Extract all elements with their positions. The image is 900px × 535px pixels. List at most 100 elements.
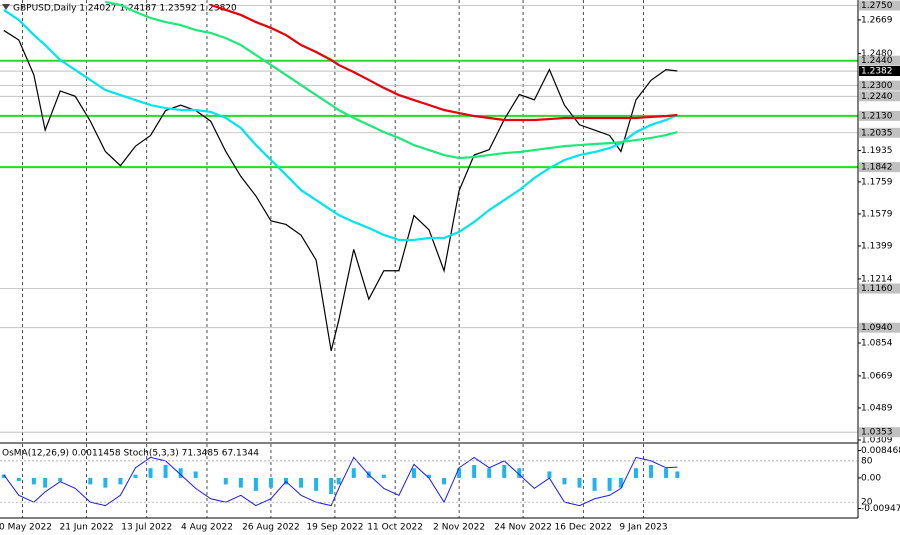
y-tick-label: 1.0489 <box>861 403 893 413</box>
osma-bar <box>351 468 356 478</box>
osma-bar <box>58 477 63 482</box>
osma-bar <box>238 477 243 488</box>
osma-bar <box>381 474 386 478</box>
osma-bar <box>442 477 447 485</box>
x-tick-label: 24 Nov 2022 <box>494 523 552 533</box>
level-label: 1.2750 <box>861 1 893 11</box>
osma-bar <box>675 471 680 478</box>
osma-bar <box>223 477 228 485</box>
symbol-icon <box>2 4 10 10</box>
y-tick-label: 1.0854 <box>861 338 893 348</box>
chart-title: GBPUSD,Daily 1.24027 1.24187 1.23592 1.2… <box>13 4 237 14</box>
x-tick-label: 11 Oct 2022 <box>367 523 423 533</box>
x-tick-label: 30 May 2022 <box>0 523 52 533</box>
oscillator-title: OsMA(12,26,9) 0.0011458 Stoch(5,3,3) 71.… <box>2 449 259 459</box>
osma-bar <box>31 477 36 485</box>
osma-bar <box>577 477 582 488</box>
osma-bar <box>607 477 612 491</box>
osma-bar <box>457 468 462 478</box>
level-label: 1.2240 <box>861 92 893 102</box>
y-tick-label: 1.2669 <box>861 15 893 25</box>
x-tick-label: 19 Sep 2022 <box>306 523 363 533</box>
osma-bar <box>299 477 304 488</box>
y-tick-label: 1.1579 <box>861 209 893 219</box>
x-tick-label: 13 Jul 2022 <box>121 523 172 533</box>
osma-bar <box>562 477 567 485</box>
level-box <box>859 162 900 173</box>
x-tick-label: 26 Aug 2022 <box>242 523 300 533</box>
osma-bar <box>336 477 341 485</box>
y-tick-label: 1.0309 <box>861 436 893 446</box>
osma-bar <box>547 471 552 478</box>
x-tick-label: 16 Dec 2022 <box>555 523 613 533</box>
y-tick-label: 0.00 <box>861 473 881 483</box>
y-tick-label: 0.0084682 <box>861 446 900 456</box>
osma-bar <box>329 477 334 495</box>
y2-tick-label: 20 <box>861 498 873 508</box>
osma-bar <box>411 468 416 478</box>
level-box <box>859 322 900 333</box>
level-label: 1.1842 <box>861 163 893 173</box>
x-tick-label: 9 Jan 2023 <box>619 523 667 533</box>
y-tick-label: 1.1935 <box>861 146 893 156</box>
y-tick-label: 1.1214 <box>861 274 893 284</box>
level-box <box>859 110 900 121</box>
osma-bar <box>103 477 108 488</box>
level-label: 1.0353 <box>861 428 893 438</box>
x-tick-label: 2 Nov 2022 <box>433 523 485 533</box>
osma-bar <box>517 468 522 478</box>
y-tick-label: 1.1399 <box>861 241 893 251</box>
price-line <box>3 29 678 351</box>
osma-bar <box>618 477 623 488</box>
osma-bar <box>163 464 168 478</box>
osma-bar <box>664 468 669 478</box>
last-price-box <box>859 66 900 77</box>
osma-bar <box>148 468 153 478</box>
level-box <box>859 283 900 294</box>
y2-tick-label: 80 <box>861 456 873 466</box>
y-tick-label: 1.2480 <box>861 49 893 59</box>
x-tick-label: 4 Aug 2022 <box>181 523 233 533</box>
level-box <box>859 127 900 138</box>
osma-bar <box>633 468 638 478</box>
osma-bar <box>427 474 431 478</box>
moving-average <box>3 9 678 242</box>
level-label: 1.1160 <box>861 284 893 294</box>
osma-bar <box>502 464 507 478</box>
osma-bar <box>487 468 492 478</box>
osma-bar <box>314 477 319 491</box>
osma-bar <box>592 477 597 491</box>
y-tick-label: -0.009477 <box>861 504 900 514</box>
osma-bar <box>43 477 48 488</box>
osma-bar <box>268 477 273 488</box>
osma-bar <box>1 474 6 478</box>
osma-bar <box>649 464 654 478</box>
y-tick-label: 1.0669 <box>861 371 893 381</box>
level-box <box>859 91 900 102</box>
last-price-label: 1.2382 <box>861 67 893 77</box>
stoch-line <box>3 456 678 507</box>
osma-bar <box>178 468 183 478</box>
moving-average <box>105 0 678 160</box>
osma-bar <box>88 477 93 485</box>
level-label: 1.2035 <box>861 128 893 138</box>
level-box <box>859 427 900 438</box>
osma-bar <box>472 464 477 478</box>
osma-bar <box>16 477 21 482</box>
osma-bar <box>133 474 138 478</box>
osma-bar <box>118 477 123 485</box>
level-label: 1.2300 <box>861 81 893 91</box>
moving-average <box>210 3 678 122</box>
level-label: 1.2440 <box>861 56 893 66</box>
osma-bar <box>193 471 198 478</box>
y-tick-label: 1.1759 <box>861 177 893 187</box>
x-tick-label: 21 Jun 2022 <box>59 523 113 533</box>
level-box <box>859 80 900 91</box>
osma-bar <box>253 477 258 491</box>
level-label: 1.0940 <box>861 323 893 333</box>
level-label: 1.2130 <box>861 111 893 121</box>
level-box <box>859 55 900 66</box>
level-box <box>859 0 900 11</box>
